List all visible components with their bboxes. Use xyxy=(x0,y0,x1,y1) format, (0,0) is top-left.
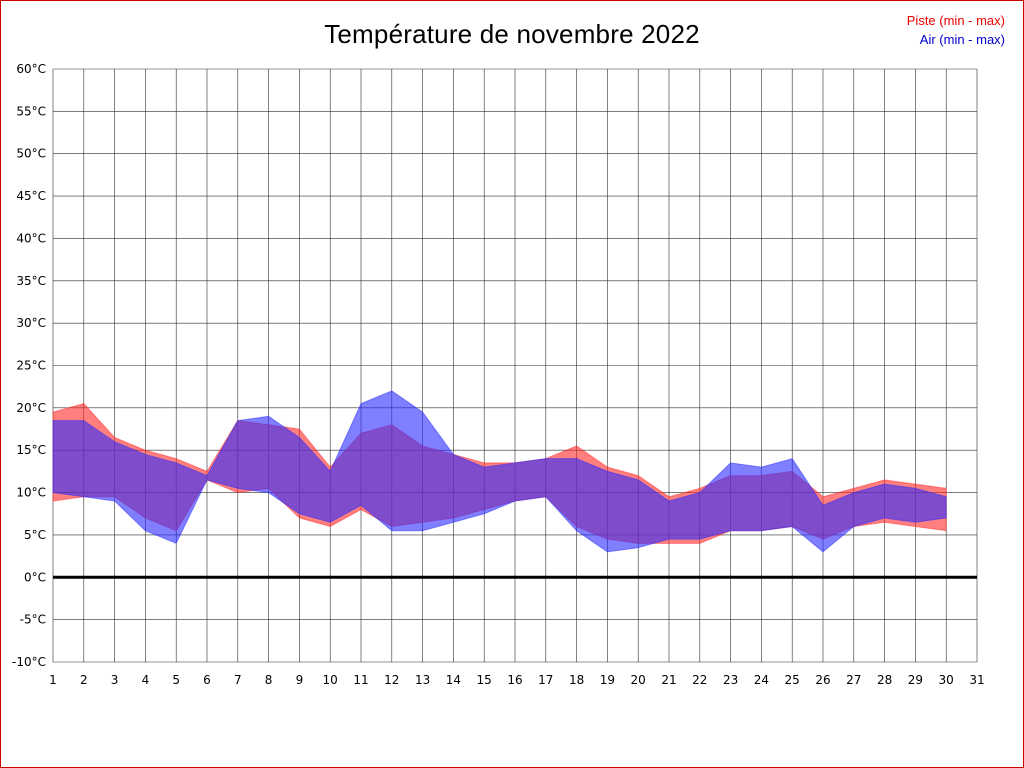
y-tick-label: 0°C xyxy=(24,570,46,584)
chart-legend: Piste (min - max) Air (min - max) xyxy=(907,11,1005,49)
x-tick-label: 18 xyxy=(569,673,584,687)
y-tick-label: 60°C xyxy=(16,62,46,76)
x-tick-label: 27 xyxy=(846,673,861,687)
x-tick-label: 31 xyxy=(969,673,984,687)
y-tick-label: 25°C xyxy=(16,359,46,373)
x-axis-labels: 1 2 3 4 5 6 7 8 9 10 11 12 13 14 15 16 17 18 19 20 21 22 23 24 2… xyxy=(49,673,984,687)
x-tick-label: 16 xyxy=(507,673,522,687)
y-tick-label: 15°C xyxy=(16,443,46,457)
x-tick-label: 28 xyxy=(877,673,892,687)
y-tick-label: 45°C xyxy=(16,189,46,203)
x-tick-label: 9 xyxy=(296,673,304,687)
grid-lines xyxy=(52,68,978,663)
x-tick-label: 4 xyxy=(142,673,150,687)
x-tick-label: 21 xyxy=(661,673,676,687)
x-tick-label: 20 xyxy=(631,673,646,687)
x-tick-label: 14 xyxy=(446,673,461,687)
y-tick-label: 20°C xyxy=(16,401,46,415)
y-tick-label: 35°C xyxy=(16,274,46,288)
x-tick-label: 11 xyxy=(353,673,368,687)
x-tick-label: 13 xyxy=(415,673,430,687)
x-tick-label: 5 xyxy=(172,673,180,687)
x-tick-label: 6 xyxy=(203,673,211,687)
x-tick-label: 30 xyxy=(939,673,954,687)
x-tick-label: 2 xyxy=(80,673,88,687)
y-tick-label: 40°C xyxy=(16,231,46,245)
y-tick-label: -10°C xyxy=(12,655,46,669)
x-tick-label: 15 xyxy=(477,673,492,687)
x-tick-label: 8 xyxy=(265,673,273,687)
x-tick-label: 17 xyxy=(538,673,553,687)
y-tick-label: -5°C xyxy=(20,613,46,627)
x-tick-label: 10 xyxy=(323,673,338,687)
legend-air-label: Air (min - max) xyxy=(919,32,1005,47)
y-tick-label: 10°C xyxy=(16,486,46,500)
x-tick-label: 1 xyxy=(49,673,57,687)
legend-piste-label: Piste (min - max) xyxy=(906,13,1005,28)
x-tick-label: 23 xyxy=(723,673,738,687)
x-tick-label: 26 xyxy=(815,673,830,687)
y-axis-labels: -10°C -5°C 0°C 5°C 10°C 15°C 20°C 25°C 30°C 35°C 4… xyxy=(12,62,46,669)
chart-title: Température de novembre 2022 xyxy=(324,19,700,49)
y-tick-label: 5°C xyxy=(24,528,46,542)
x-tick-label: 7 xyxy=(234,673,242,687)
y-tick-label: 50°C xyxy=(16,147,46,161)
x-tick-label: 29 xyxy=(908,673,923,687)
x-tick-label: 22 xyxy=(692,673,707,687)
x-tick-label: 25 xyxy=(785,673,800,687)
y-tick-label: 55°C xyxy=(16,104,46,118)
air-band xyxy=(52,390,947,553)
x-tick-label: 3 xyxy=(111,673,119,687)
y-tick-label: 30°C xyxy=(16,316,46,330)
x-tick-label: 19 xyxy=(600,673,615,687)
x-tick-label: 12 xyxy=(384,673,399,687)
x-tick-label: 24 xyxy=(754,673,769,687)
